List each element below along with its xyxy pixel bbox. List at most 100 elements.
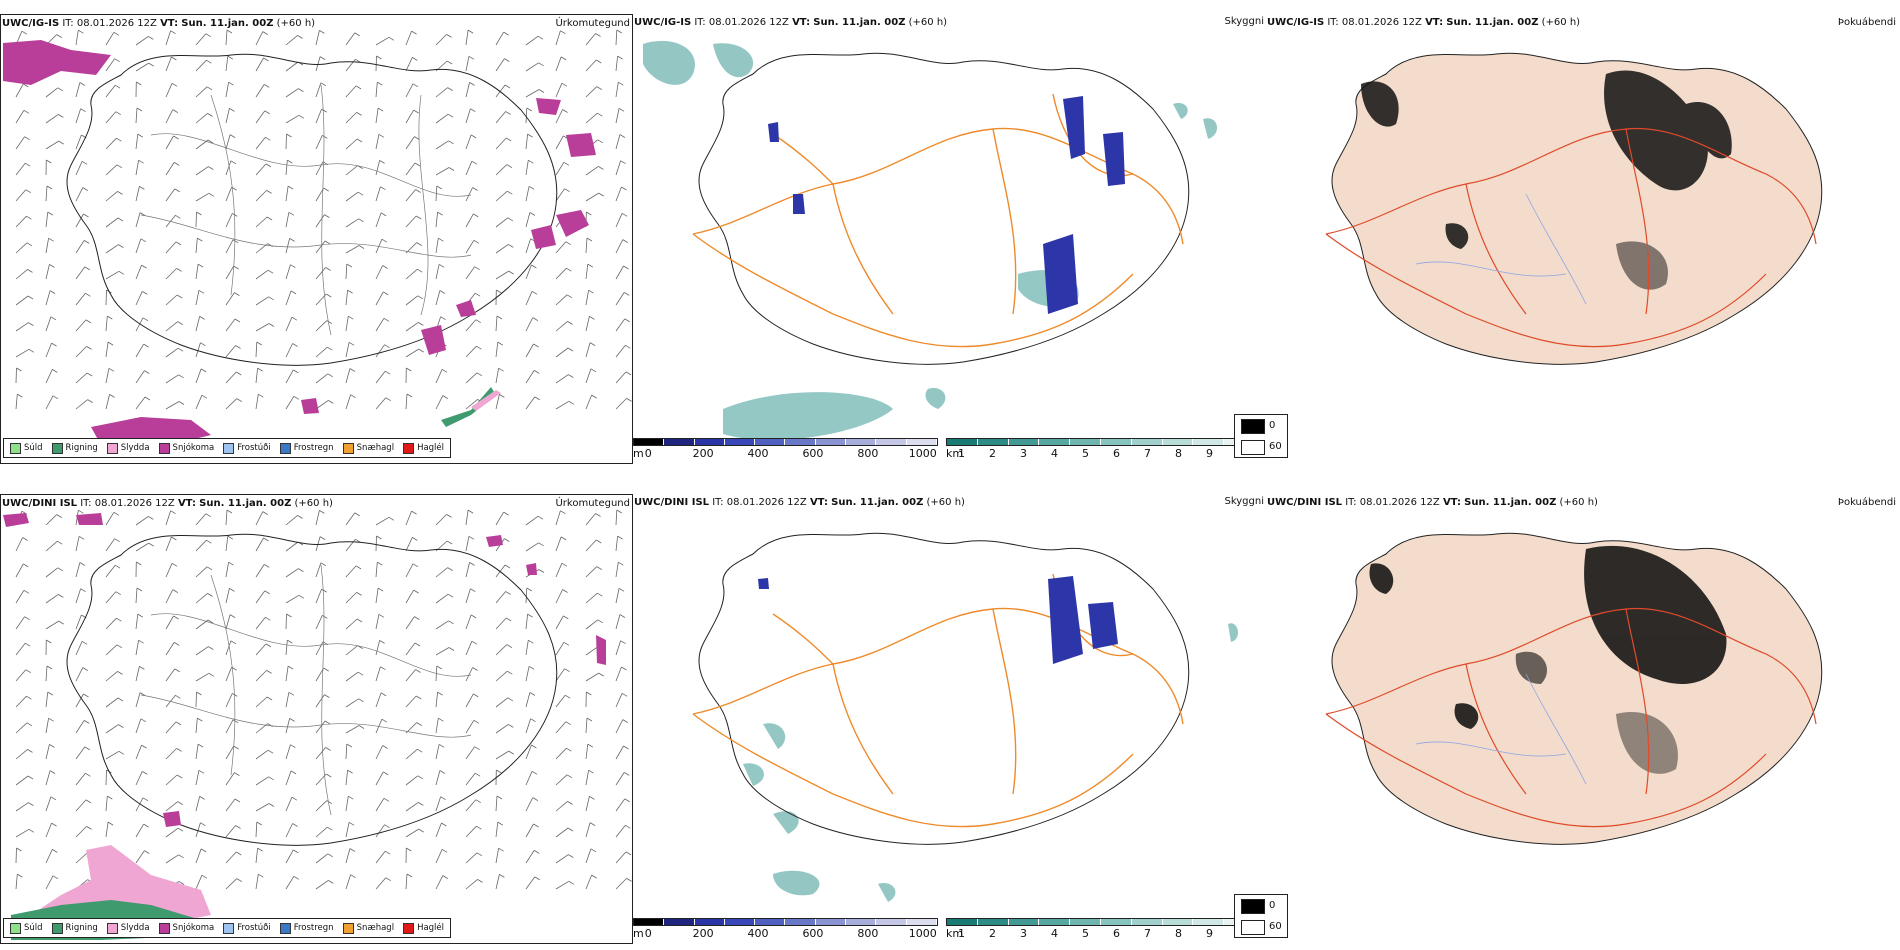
wind-barb-flag <box>137 613 144 618</box>
wind-barb <box>495 190 508 202</box>
vt-label: VT: <box>809 497 828 508</box>
wind-barb-flag <box>357 191 364 196</box>
wind-barb-flag <box>412 57 418 61</box>
wind-barb-flag <box>200 342 206 347</box>
wind-barb-flag <box>265 136 271 141</box>
wind-barb-flag <box>116 137 122 142</box>
legend-item: Haglél <box>403 442 444 454</box>
wind-barb <box>315 720 326 734</box>
wind-barb <box>405 589 415 604</box>
legend-item: Slydda <box>106 922 150 934</box>
wind-barb <box>585 237 588 254</box>
wind-barb-flag <box>115 111 122 116</box>
wind-barb-flag <box>473 213 479 218</box>
wind-barb <box>405 393 408 410</box>
wind-barb <box>255 163 267 176</box>
wind-barb <box>555 563 563 578</box>
wind-barb-flag <box>538 569 545 573</box>
wind-barb <box>615 588 620 604</box>
wind-barb-flag <box>118 244 124 248</box>
wind-barb <box>465 746 475 760</box>
wind-barb-flag <box>388 516 395 521</box>
wind-barb-flag <box>380 186 386 191</box>
wind-barb-flag <box>48 717 54 722</box>
wind-barb-flag <box>148 62 154 67</box>
wind-barb-flag <box>80 108 86 113</box>
wind-barb-flag <box>538 62 544 67</box>
it-value: 08.01.2026 12Z <box>1341 17 1422 28</box>
scale-color-step <box>785 439 816 445</box>
wind-barb-flag <box>474 772 481 777</box>
wind-barb-flag <box>589 822 596 826</box>
wind-barb <box>525 876 536 890</box>
wind-barb <box>75 213 84 228</box>
wind-barb-flag <box>235 371 242 376</box>
wind-barb <box>405 775 419 786</box>
wind-barb-flag <box>473 719 480 724</box>
wind-barb-flag <box>531 770 538 775</box>
precip-type-panel-row1: UWC/IG-IS IT: 08.01.2026 12Z VT: Sun. 11… <box>0 14 633 464</box>
wind-barb-flag <box>623 772 630 776</box>
wind-barb-flag <box>476 825 482 830</box>
wind-barb-flag <box>596 566 603 570</box>
wind-barb-flag <box>85 292 91 297</box>
wind-barb <box>255 341 258 358</box>
wind-barb <box>225 186 232 202</box>
wind-barb <box>135 587 138 604</box>
wind-barb <box>135 718 142 734</box>
scale-tick-label: 6 <box>1113 447 1120 460</box>
wind-barb <box>15 242 28 254</box>
scale-tick-label: 1 <box>958 447 965 460</box>
wind-barb <box>525 515 539 526</box>
wind-barb <box>435 620 449 630</box>
scale-color-step <box>815 439 847 445</box>
wind-barb-flag <box>529 692 536 696</box>
wind-barb-flag <box>446 514 452 518</box>
wind-barb-flag <box>226 29 233 34</box>
wind-barb-flag <box>418 828 424 833</box>
wind-barb-flag <box>598 166 604 170</box>
wind-barb-flag <box>117 191 123 195</box>
wind-barb-flag <box>620 160 626 165</box>
wind-barb <box>45 369 53 384</box>
wind-barb <box>375 239 383 254</box>
wind-barb-flag <box>142 291 148 295</box>
wind-barb-flag <box>379 160 385 164</box>
wind-barb <box>105 342 109 358</box>
wind-barb <box>75 614 82 630</box>
wind-barb-flag <box>78 29 84 34</box>
wind-barb <box>405 748 418 760</box>
wind-barb <box>495 315 498 332</box>
wind-barb-flag <box>24 616 30 621</box>
wind-barb <box>75 319 87 332</box>
wind-barb-flag <box>230 160 237 165</box>
wind-barb <box>405 136 415 150</box>
wind-barb-flag <box>383 291 389 296</box>
wind-barb-flag <box>527 133 533 138</box>
wind-barb-flag <box>107 341 114 346</box>
wind-barb <box>225 745 235 760</box>
wind-barb-flag <box>380 212 387 217</box>
wind-barb-flag <box>325 293 332 298</box>
wind-barb <box>525 823 534 838</box>
legend-swatch <box>403 442 415 454</box>
wind-barb-flag <box>174 188 181 193</box>
wind-barb <box>585 33 596 46</box>
wind-barb <box>285 35 298 46</box>
wind-barb-flag <box>117 217 124 222</box>
wind-barb <box>135 516 149 526</box>
wind-barb <box>465 108 471 124</box>
wind-barb-flag <box>467 509 474 514</box>
wind-barb <box>525 771 533 786</box>
wind-barb <box>195 672 210 682</box>
wind-barb-flag <box>208 646 214 650</box>
wind-barb <box>315 667 325 682</box>
wind-barb-flag <box>447 567 453 571</box>
wind-barb-flag <box>258 393 264 398</box>
wind-barb <box>345 592 357 604</box>
wind-barb-flag <box>589 342 596 346</box>
wind-barb-flag <box>438 743 445 748</box>
ceiling-visibility-map-row1 <box>643 40 1218 440</box>
wind-barb-flag <box>232 239 239 244</box>
wind-barb <box>495 111 506 124</box>
